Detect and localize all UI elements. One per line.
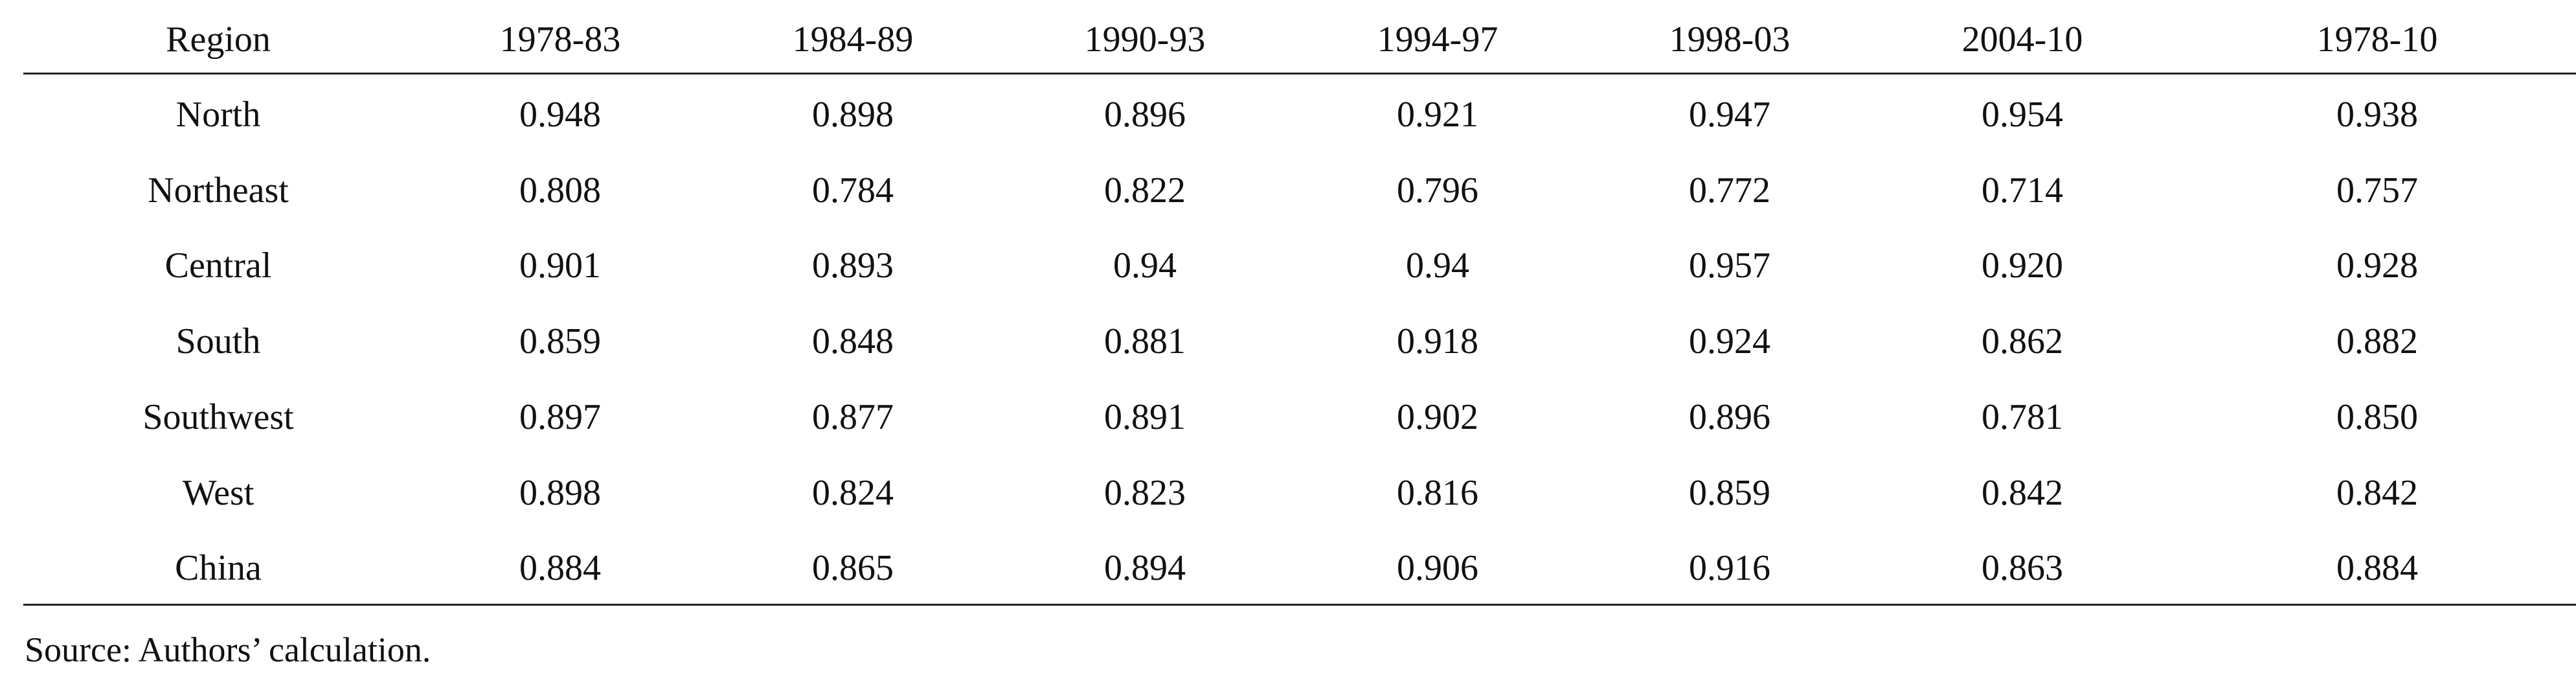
table-cell: 0.881 [1104,321,1186,362]
row-label: North [175,95,261,135]
row-label: Northeast [148,170,289,211]
table-cell: 0.824 [812,472,894,513]
table-cell: 0.781 [1982,396,2063,437]
table-cell: 0.921 [1397,95,1478,135]
header-cell: 1998-03 [1669,19,1791,60]
table-cell: 0.94 [1113,246,1177,286]
table-cell: 0.896 [1104,95,1186,135]
table-cell: 0.850 [2336,396,2418,437]
header-cell: Region [166,19,271,60]
row-label: China [175,548,262,589]
table-cell: 0.863 [1982,548,2063,589]
table-cell: 0.928 [2336,246,2418,286]
table-cell: 0.862 [1982,321,2063,362]
table-cell: 0.898 [812,95,894,135]
table-cell: 0.906 [1397,548,1478,589]
source-note: Source: Authors’ calculation. [25,630,431,669]
table-cell: 0.865 [812,548,894,589]
table-cell: 0.848 [812,321,894,362]
table-cell: 0.954 [1982,95,2063,135]
table-cell: 0.859 [519,321,601,362]
row-label: Central [164,246,272,286]
header-cell: 1990-93 [1084,19,1206,60]
table-cell: 0.948 [519,95,601,135]
table-cell: 0.893 [812,246,894,286]
table-cell: 0.918 [1397,321,1478,362]
row-label: Southwest [142,396,294,437]
table-cell: 0.816 [1397,472,1478,513]
row-label: South [175,321,261,362]
header-cell: 1984-89 [792,19,914,60]
row-label: West [182,472,254,513]
table-cell: 0.938 [2336,95,2418,135]
table-cell: 0.842 [1982,472,2063,513]
table-cell: 0.94 [1406,246,1469,286]
header-cell: 1978-10 [2316,19,2438,60]
table-cell: 0.924 [1689,321,1770,362]
table-cell: 0.920 [1982,246,2063,286]
header-cell: 2004-10 [1961,19,2083,60]
table-cell: 0.757 [2336,170,2418,211]
table-cell: 0.822 [1104,170,1186,211]
header-rule [23,73,2576,74]
table-cell: 0.842 [2336,472,2418,513]
table-cell: 0.891 [1104,396,1186,437]
table-cell: 0.877 [812,396,894,437]
table-cell: 0.894 [1104,548,1186,589]
table-cell: 0.808 [519,170,601,211]
table-cell: 0.823 [1104,472,1186,513]
table-cell: 0.896 [1689,396,1770,437]
table-cell: 0.947 [1689,95,1770,135]
table-cell: 0.784 [812,170,894,211]
header-cell: 1994-97 [1377,19,1498,60]
table-cell: 0.796 [1397,170,1478,211]
table-cell: 0.859 [1689,472,1770,513]
header-cell: 1978-83 [499,19,621,60]
table-cell: 0.772 [1689,170,1770,211]
table-cell: 0.897 [519,396,601,437]
bottom-rule [23,604,2576,606]
table-cell: 0.884 [519,548,601,589]
table-cell: 0.902 [1397,396,1478,437]
table-cell: 0.916 [1689,548,1770,589]
table-cell: 0.714 [1982,170,2063,211]
table-cell: 0.882 [2336,321,2418,362]
table-cell: 0.901 [519,246,601,286]
table-cell: 0.884 [2336,548,2418,589]
table-cell: 0.957 [1689,246,1770,286]
table-cell: 0.898 [519,472,601,513]
